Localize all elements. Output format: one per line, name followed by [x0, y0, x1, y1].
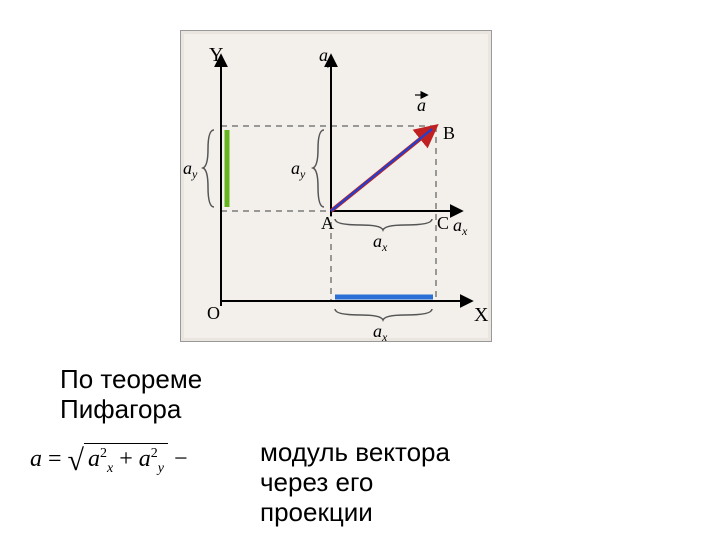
formula-radicand: a2x + a2y — [84, 443, 168, 472]
label-ay-inner: ay — [291, 158, 306, 181]
svg-text:ay: ay — [291, 158, 306, 181]
label-Y: Y — [209, 44, 223, 66]
formula-eq: = — [48, 446, 68, 472]
svg-text:ay: ay — [183, 158, 198, 181]
brace-ay-outer — [203, 130, 214, 207]
diagram-svg: O X Y A B C a ax ay ay ay ax ax — [181, 31, 491, 341]
label-ay-axis: ay — [319, 45, 334, 68]
formula: a = √a2x + a2y − — [30, 440, 188, 477]
vector-a-inner — [331, 129, 432, 211]
brace-ax-inner — [335, 219, 432, 230]
svg-text:ax: ax — [453, 215, 468, 238]
formula-lhs: a — [30, 446, 42, 472]
desc-line2: через его — [260, 467, 373, 497]
label-B: B — [443, 123, 455, 143]
desc-line1: модуль вектора — [260, 437, 450, 467]
brace-ax-outer — [335, 309, 432, 320]
formula-trail: − — [174, 446, 188, 472]
label-ay-outer: ay — [183, 158, 198, 181]
svg-text:ay: ay — [319, 45, 334, 68]
svg-text:ax: ax — [373, 231, 388, 254]
label-A: A — [321, 213, 334, 233]
theorem-text: По теореме Пифагора — [60, 365, 202, 425]
label-a-vec: a — [417, 95, 426, 115]
vector-diagram: O X Y A B C a ax ay ay ay ax ax — [180, 30, 492, 342]
label-X: X — [474, 304, 489, 326]
desc-line3: проекции — [260, 497, 373, 527]
sqrt-icon: √ — [68, 444, 84, 478]
label-ax-axis: ax — [453, 215, 468, 238]
theorem-line1: По теореме — [60, 364, 202, 394]
label-ax-outer: ax — [373, 321, 388, 341]
label-C: C — [437, 213, 449, 233]
brace-ay-inner — [313, 130, 324, 207]
label-ax-inner: ax — [373, 231, 388, 254]
label-O: O — [207, 303, 220, 323]
description-text: модуль вектора через его проекции — [260, 438, 450, 528]
svg-text:ax: ax — [373, 321, 388, 341]
theorem-line2: Пифагора — [60, 394, 181, 424]
